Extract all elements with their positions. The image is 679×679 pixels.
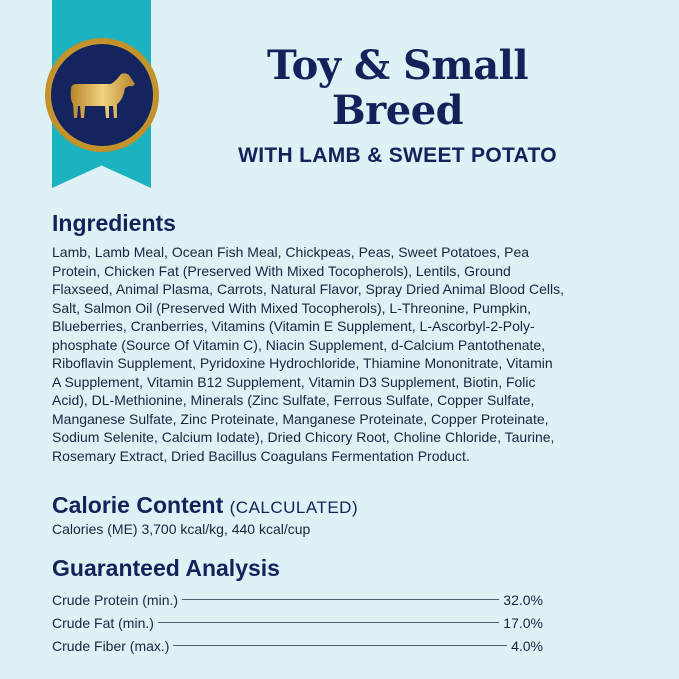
analysis-value: 32.0%: [503, 591, 543, 608]
product-subtitle: WITH LAMB & SWEET POTATO: [238, 144, 557, 167]
ingredients-line: Salt, Salmon Oil (Preserved With Mixed T…: [52, 299, 532, 316]
analysis-row: Crude Fat (min.) 17.0%: [52, 611, 543, 634]
medallion: [45, 38, 159, 152]
ingredients-line: Acid), DL-Methionine, Minerals (Zinc Sul…: [52, 392, 535, 408]
lamb-icon: [70, 73, 135, 118]
calorie-heading: Calorie Content (CALCULATED): [52, 492, 358, 519]
analysis-row: Crude Protein (min.) 32.0%: [52, 588, 543, 611]
ingredients-line: Rosemary Extract, Dried Bacillus Coagula…: [52, 447, 470, 464]
analysis-value: 4.0%: [511, 637, 543, 654]
leader-line: [157, 622, 500, 623]
ingredients-line: Manganese Sulfate, Zinc Proteinate, Mang…: [52, 410, 549, 427]
calorie-qualifier: (CALCULATED): [229, 498, 359, 517]
ingredients-heading: Ingredients: [52, 210, 176, 236]
ingredients-line: Protein, Chicken Fat (Preserved With Mix…: [52, 262, 511, 279]
analysis-label: Crude Fat (min.): [52, 614, 154, 631]
ingredients-line: A Supplement, Vitamin B12 Supplement, Vi…: [52, 373, 536, 390]
calorie-heading-text: Calorie Content: [52, 492, 224, 518]
analysis-heading: Guaranteed Analysis: [52, 555, 280, 581]
leader-line: [173, 645, 508, 646]
ingredients-line: Sodium Selenite, Calcium Iodate), Dried …: [52, 429, 555, 445]
analysis-value: 17.0%: [503, 614, 543, 631]
ingredients-line: Blueberries, Cranberries, Vitamins (Vita…: [52, 318, 535, 334]
ingredients-line: phosphate (Source Of Vitamin C), Niacin …: [52, 336, 546, 353]
analysis-label: Crude Fiber (max.): [52, 637, 170, 654]
calorie-text: Calories (ME) 3,700 kcal/kg, 440 kcal/cu…: [52, 521, 311, 537]
ingredients-line: Flaxseed, Animal Plasma, Carrots, Natura…: [52, 281, 564, 297]
analysis-table: Crude Protein (min.) 32.0% Crude Fat (mi…: [52, 588, 543, 657]
ingredients-line: Lamb, Lamb Meal, Ocean Fish Meal, Chickp…: [52, 244, 530, 260]
product-title-line2: Breed: [331, 87, 464, 134]
analysis-label: Crude Protein (min.): [52, 591, 179, 608]
product-title-line1: Toy & Small: [266, 42, 529, 89]
ingredients-list: Lamb, Lamb Meal, Ocean Fish Meal, Chickp…: [52, 243, 564, 465]
leader-line: [182, 599, 500, 600]
analysis-row: Crude Fiber (max.) 4.0%: [52, 634, 543, 657]
ingredients-line: Riboflavin Supplement, Pyridoxine Hydroc…: [52, 355, 553, 371]
